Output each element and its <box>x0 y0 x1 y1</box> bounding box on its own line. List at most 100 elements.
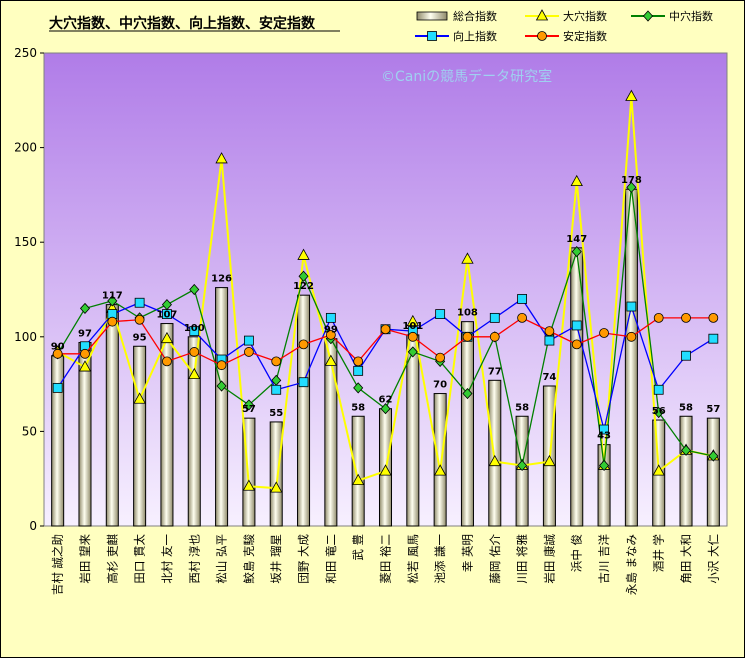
data-label: 74 <box>542 372 556 383</box>
y-tick-label: 50 <box>22 424 37 438</box>
data-label: 100 <box>184 323 205 334</box>
data-label: 58 <box>515 402 529 413</box>
bar <box>515 415 529 527</box>
bar <box>706 417 720 527</box>
legend-label: 安定指数 <box>563 29 607 43</box>
category-label: 浜中 俊 <box>570 534 584 572</box>
diamond-marker <box>571 246 582 258</box>
triangle-marker <box>652 464 665 476</box>
square-marker <box>298 377 309 388</box>
triangle-marker <box>297 248 310 260</box>
circle-marker <box>162 356 172 367</box>
square-marker <box>189 326 200 337</box>
circle-marker <box>189 347 200 357</box>
category-label: 酒井 学 <box>652 534 666 572</box>
diamond-marker <box>680 444 692 456</box>
bar <box>488 379 502 527</box>
circle-marker <box>298 339 309 350</box>
square-marker <box>162 309 172 319</box>
category-label: 角田 大和 <box>679 534 693 584</box>
category-label: 松山 弘平 <box>215 534 229 584</box>
circle-marker <box>353 356 364 367</box>
square-marker <box>708 333 719 344</box>
bar <box>433 393 447 527</box>
triangle-marker <box>543 454 556 467</box>
category-label: 武 豊 <box>351 534 365 561</box>
bar <box>624 188 638 527</box>
triangle-marker <box>133 392 146 404</box>
square-marker <box>353 365 364 376</box>
x-axis-category-labels: 吉村 誠之助 岩田 望来 高杉 吏麒 田口 貫太 北村 友一 西村 淳也 松山 弘平 鮫島 克… <box>51 534 721 596</box>
legend-label: 向上指数 <box>453 29 497 43</box>
circle-marker <box>107 316 118 327</box>
square-marker <box>243 335 254 346</box>
diamond-marker <box>708 450 719 462</box>
circle-marker <box>216 360 227 371</box>
bar <box>297 294 311 527</box>
data-label: 56 <box>652 406 666 417</box>
diamond-marker <box>380 403 391 415</box>
triangle-marker <box>160 331 174 344</box>
category-label: 吉村 誠之助 <box>51 534 65 595</box>
data-label: 117 <box>102 291 123 302</box>
circle-marker <box>80 348 90 359</box>
circle-marker <box>571 339 582 350</box>
category-label: 坂井 瑠星 <box>269 534 283 584</box>
square-marker <box>517 294 527 304</box>
square-marker <box>435 309 446 319</box>
circle-marker <box>325 330 336 340</box>
diamond-marker <box>243 399 254 411</box>
y-tick-label: 100 <box>14 330 37 344</box>
data-label: 122 <box>293 281 314 292</box>
bar <box>406 334 420 527</box>
data-label: 178 <box>621 175 642 186</box>
square-marker <box>52 382 63 393</box>
diamond-marker <box>642 10 654 22</box>
square-marker <box>571 320 582 331</box>
circle-marker <box>653 312 664 323</box>
category-label: 永島 まなみ <box>624 534 638 595</box>
bar <box>215 287 229 527</box>
diamond-marker <box>462 387 473 400</box>
watermark: ©Caniの競馬データ研究室 <box>381 68 552 85</box>
diamond-marker <box>407 346 418 358</box>
data-label: 99 <box>324 325 338 336</box>
data-label: 58 <box>679 402 693 413</box>
bar <box>187 336 201 527</box>
square-marker <box>544 335 555 346</box>
category-label: 松若 風馬 <box>406 534 420 584</box>
category-label: 北村 友一 <box>160 534 174 584</box>
triangle-marker <box>78 360 92 372</box>
circle-marker <box>626 331 637 342</box>
bar <box>105 304 119 527</box>
diamond-marker <box>189 283 200 296</box>
category-label: 団野 大成 <box>297 534 311 584</box>
triangle-marker <box>188 367 201 380</box>
category-label: 田口 貫太 <box>133 534 147 584</box>
data-label: 55 <box>269 408 283 419</box>
category-label: 古川 吉洋 <box>597 534 611 584</box>
circle-marker <box>537 31 547 41</box>
diamond-marker <box>626 181 637 193</box>
data-label: 70 <box>433 380 447 391</box>
square-marker <box>134 297 145 308</box>
bar <box>679 415 693 527</box>
triangle-marker <box>461 252 474 264</box>
data-label: 77 <box>488 366 502 377</box>
circle-marker <box>489 331 500 342</box>
category-label: 高杉 吏麒 <box>105 534 119 584</box>
square-marker <box>427 31 437 41</box>
bar <box>324 338 338 527</box>
category-label: 川田 将雅 <box>515 534 529 584</box>
square-marker <box>489 312 500 323</box>
diamond-marker <box>216 380 227 392</box>
circle-marker <box>708 312 719 323</box>
data-label: 97 <box>78 328 92 339</box>
bar <box>351 415 365 527</box>
triangle-marker <box>242 479 256 491</box>
diamond-marker <box>353 382 364 394</box>
circle-marker <box>462 331 473 342</box>
square-marker <box>271 384 282 395</box>
